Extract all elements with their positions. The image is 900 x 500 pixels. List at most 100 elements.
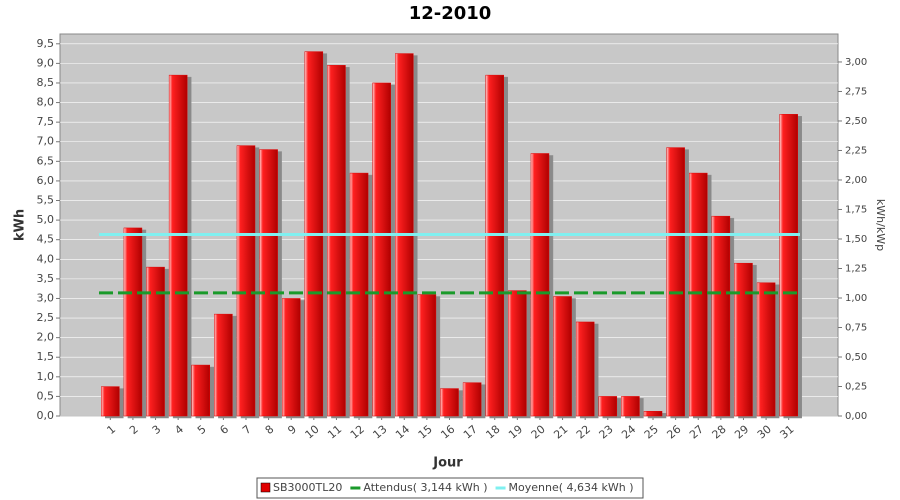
x-tick-label: 20 <box>529 423 548 442</box>
bar <box>146 266 165 417</box>
y2-axis-title: kWh/kWp <box>874 199 887 251</box>
bar <box>553 296 572 417</box>
x-tick-label: 18 <box>484 423 503 442</box>
x-tick-label: 29 <box>732 423 751 442</box>
y-tick-label: 2,5 <box>37 311 55 324</box>
bar <box>281 298 301 417</box>
bar <box>575 321 595 417</box>
y2-tick-label: 0,25 <box>845 381 867 392</box>
bar <box>666 147 685 417</box>
y-tick-label: 2,0 <box>37 331 55 344</box>
x-tick-label: 26 <box>664 423 683 442</box>
x-tick-label: 31 <box>777 423 796 442</box>
legend-swatch <box>260 482 271 493</box>
x-tick-label: 28 <box>710 423 729 442</box>
x-axis-title: Jour <box>432 456 463 471</box>
legend-label: Moyenne( 4,634 kWh ) <box>509 481 634 494</box>
y2-tick-label: 1,75 <box>845 204 867 215</box>
y2-tick-label: 1,00 <box>845 293 867 304</box>
bar <box>123 227 143 417</box>
x-tick-label: 2 <box>127 423 141 437</box>
y-axis-title: kWh <box>13 209 28 241</box>
y-tick-label: 4,5 <box>37 233 55 246</box>
x-tick-label: 3 <box>150 423 164 437</box>
bar <box>462 382 482 417</box>
y-tick-label: 9,5 <box>37 37 55 50</box>
bar <box>214 313 233 417</box>
y-tick-label: 0,0 <box>37 409 55 422</box>
bar <box>372 82 391 417</box>
y-tick-label: 3,5 <box>37 272 55 285</box>
y-tick-label: 8,0 <box>37 96 55 109</box>
y-tick-label: 1,5 <box>37 350 55 363</box>
y2-tick-label: 2,75 <box>845 86 867 97</box>
bar <box>688 172 708 417</box>
legend-label: Attendus( 3,144 kWh ) <box>363 481 487 494</box>
y-tick-label: 6,0 <box>37 174 55 187</box>
x-tick-label: 30 <box>755 423 774 442</box>
x-tick-label: 6 <box>218 423 232 437</box>
bar <box>530 153 550 417</box>
x-tick-label: 12 <box>348 423 367 442</box>
y-tick-label: 8,5 <box>37 76 55 89</box>
y2-tick-label: 1,25 <box>845 263 867 274</box>
bar <box>440 388 459 417</box>
y2-tick-label: 2,25 <box>845 145 867 156</box>
x-tick-label: 23 <box>597 423 616 442</box>
legend-label: SB3000TL20 <box>273 481 342 494</box>
y-tick-label: 7,0 <box>37 135 55 148</box>
y-tick-label: 6,5 <box>37 154 55 167</box>
y2-tick-label: 0,75 <box>845 322 867 333</box>
x-tick-label: 4 <box>172 423 186 437</box>
y-tick-label: 7,5 <box>37 115 55 128</box>
x-tick-label: 8 <box>263 423 277 437</box>
x-tick-label: 17 <box>461 423 480 442</box>
bar <box>191 364 211 417</box>
plot-area <box>59 33 839 417</box>
bar <box>756 282 776 417</box>
y2-tick-label: 2,50 <box>845 116 867 127</box>
bar <box>349 172 369 417</box>
y-tick-label: 9,0 <box>37 56 55 69</box>
bar <box>485 74 504 417</box>
y2-tick-label: 0,00 <box>845 411 867 422</box>
x-tick-label: 9 <box>285 423 299 437</box>
bar <box>734 262 753 417</box>
x-tick-label: 10 <box>303 423 322 442</box>
y2-tick-label: 0,50 <box>845 352 867 363</box>
y-tick-label: 3,0 <box>37 291 55 304</box>
y2-tick-label: 1,50 <box>845 234 867 245</box>
y-tick-label: 1,0 <box>37 370 55 383</box>
bar <box>621 396 640 417</box>
bar <box>259 149 278 417</box>
bar <box>598 396 618 417</box>
y-tick-label: 5,5 <box>37 194 55 207</box>
x-tick-label: 25 <box>642 423 661 442</box>
x-tick-label: 16 <box>438 423 457 442</box>
bar <box>101 386 120 417</box>
x-tick-label: 27 <box>687 423 706 442</box>
bar <box>327 65 346 417</box>
y-tick-label: 0,5 <box>37 389 55 402</box>
bar <box>779 114 798 417</box>
bar <box>168 74 188 417</box>
bar <box>508 290 527 417</box>
y2-tick-label: 3,00 <box>845 57 867 68</box>
x-tick-label: 11 <box>325 423 344 442</box>
x-tick-label: 21 <box>551 423 570 442</box>
bar <box>236 145 256 417</box>
x-tick-label: 22 <box>574 423 593 442</box>
x-tick-label: 14 <box>393 423 412 442</box>
y2-tick-label: 2,00 <box>845 175 867 186</box>
x-tick-label: 7 <box>240 423 254 437</box>
x-tick-label: 13 <box>370 423 389 442</box>
x-tick-label: 15 <box>416 423 435 442</box>
bar <box>643 411 663 417</box>
y-tick-label: 4,0 <box>37 252 55 265</box>
x-tick-label: 1 <box>104 423 118 437</box>
x-tick-label: 5 <box>195 423 209 437</box>
y-tick-label: 5,0 <box>37 213 55 226</box>
x-tick-label: 19 <box>506 423 525 442</box>
chart-title: 12-2010 <box>409 3 492 24</box>
